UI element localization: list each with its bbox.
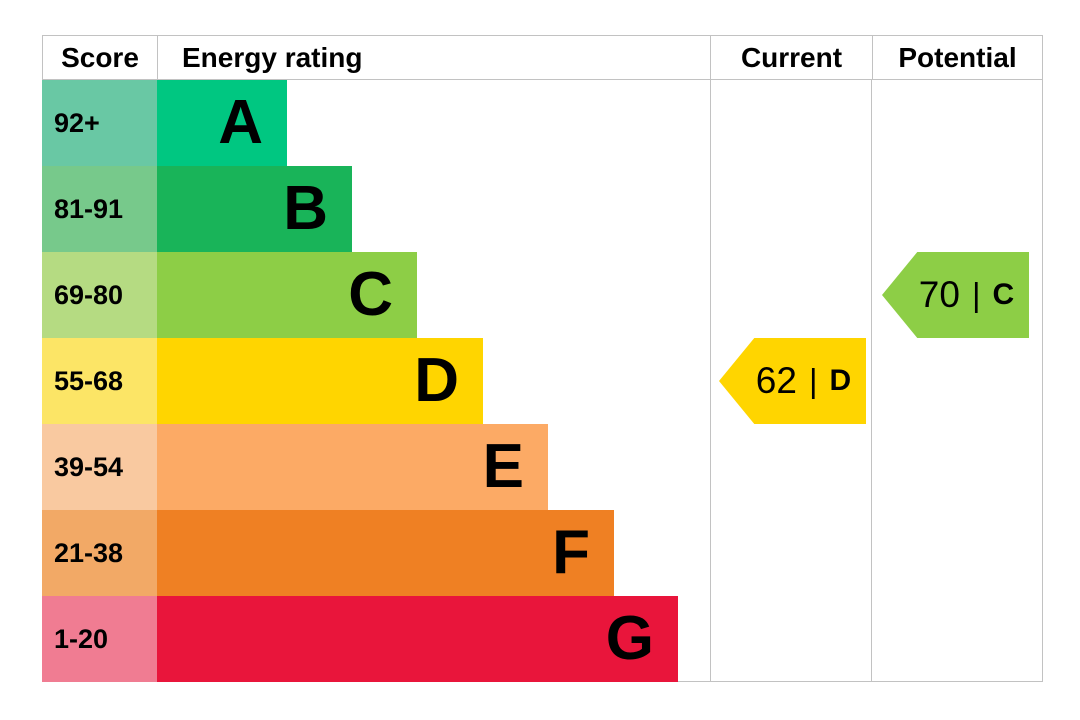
- band-letter: C: [348, 260, 393, 329]
- current-rating-letter: D: [829, 364, 852, 397]
- band-row-e: 39-54 E: [42, 424, 678, 510]
- band-letter: D: [414, 346, 459, 415]
- band-bar-f: F: [157, 510, 614, 596]
- band-bar-c: C: [157, 252, 417, 338]
- header-energy-rating: Energy rating: [157, 36, 710, 79]
- band-letter: B: [283, 174, 328, 243]
- band-letter: F: [552, 518, 590, 587]
- potential-rating-value: 70: [918, 274, 960, 315]
- score-range-label: 21-38: [42, 510, 157, 596]
- table-right-border: [1042, 80, 1043, 682]
- current-rating-marker: 62 | D: [719, 338, 866, 424]
- potential-rating-marker: 70 | C: [882, 252, 1029, 338]
- table-header: Score Energy rating Current Potential: [42, 35, 1043, 80]
- pipe-separator: |: [808, 362, 818, 399]
- band-letter: A: [218, 88, 263, 157]
- band-letter: G: [605, 604, 654, 673]
- epc-table: Score Energy rating Current Potential 92…: [42, 35, 1043, 682]
- score-range-label: 55-68: [42, 338, 157, 424]
- band-bar-b: B: [157, 166, 352, 252]
- header-potential: Potential: [872, 36, 1043, 79]
- current-rating-value: 62: [755, 360, 797, 401]
- score-range-label: 92+: [42, 80, 157, 166]
- band-row-d: 55-68 D: [42, 338, 678, 424]
- band-row-c: 69-80 C: [42, 252, 678, 338]
- score-range-label: 69-80: [42, 252, 157, 338]
- band-bar-a: A: [157, 80, 287, 166]
- band-row-a: 92+ A: [42, 80, 678, 166]
- header-score: Score: [42, 36, 157, 79]
- header-current: Current: [710, 36, 872, 79]
- chart-body: 92+ A 81-91 B 69-80 C 55-68 D 39-54 E 21-38 F 1-20 G …: [42, 80, 1043, 682]
- band-row-b: 81-91 B: [42, 166, 678, 252]
- band-letter: E: [482, 432, 524, 501]
- band-rows: 92+ A 81-91 B 69-80 C 55-68 D 39-54 E 21-38 F 1-20 G: [42, 80, 678, 682]
- score-range-label: 1-20: [42, 596, 157, 682]
- table-bottom-border: [678, 681, 1043, 682]
- band-row-g: 1-20 G: [42, 596, 678, 682]
- band-row-f: 21-38 F: [42, 510, 678, 596]
- band-bar-d: D: [157, 338, 483, 424]
- score-range-label: 81-91: [42, 166, 157, 252]
- score-range-label: 39-54: [42, 424, 157, 510]
- band-bar-g: G: [157, 596, 678, 682]
- band-bar-e: E: [157, 424, 548, 510]
- potential-rating-letter: C: [992, 278, 1015, 311]
- pipe-separator: |: [971, 276, 981, 313]
